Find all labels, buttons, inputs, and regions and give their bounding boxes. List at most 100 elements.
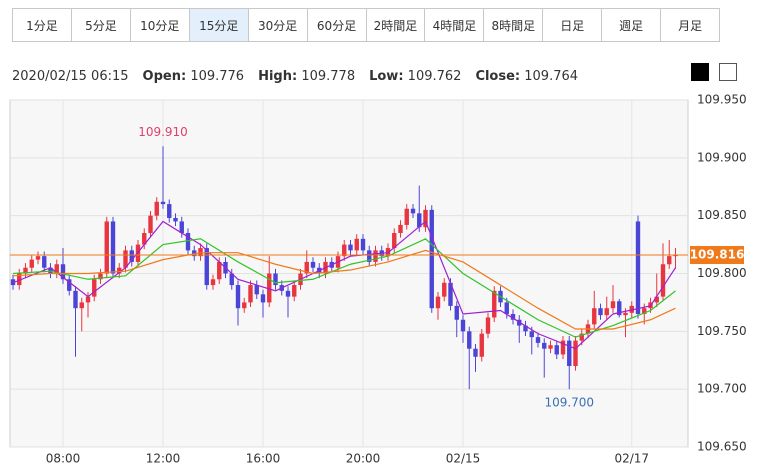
field-label: High: xyxy=(258,69,298,84)
timeframe-tab[interactable]: 日足 xyxy=(542,9,602,41)
candle-body xyxy=(442,282,447,297)
candle-body xyxy=(117,267,122,274)
candle-body xyxy=(154,201,159,216)
candle-body xyxy=(248,285,253,303)
candle-body xyxy=(173,217,178,222)
candle-body xyxy=(148,215,153,234)
moving-average-line xyxy=(12,238,676,338)
x-tick-label: 02/17 xyxy=(614,452,649,466)
candle-body xyxy=(604,308,609,316)
candle-body xyxy=(142,233,147,245)
timeframe-tab[interactable]: 4時間足 xyxy=(424,9,484,41)
candle-body xyxy=(179,221,184,234)
timeframe-tab[interactable]: 2時間足 xyxy=(365,9,425,41)
candle-body xyxy=(398,224,403,234)
candle-body xyxy=(485,317,491,334)
candle-body xyxy=(429,209,434,309)
candle-body xyxy=(473,348,478,357)
x-tick-label: 20:00 xyxy=(346,452,381,466)
candle-body xyxy=(367,250,372,262)
candle-body xyxy=(654,296,659,303)
candle-body xyxy=(554,345,559,355)
candle-body xyxy=(267,273,272,303)
candle-body xyxy=(410,208,416,214)
timeframe-tab[interactable]: 10分足 xyxy=(129,9,189,41)
candle-body xyxy=(67,279,72,291)
field-value: 109.778 xyxy=(301,69,356,84)
x-tick-label: 16:00 xyxy=(246,452,281,466)
candle-body xyxy=(285,290,291,297)
timeframe-tab[interactable]: 週足 xyxy=(601,9,661,41)
field-label: Low: xyxy=(369,69,404,84)
candle-body xyxy=(273,273,278,286)
candle-body xyxy=(467,331,472,349)
timeframe-tab[interactable]: 15分足 xyxy=(188,9,248,41)
candle-body xyxy=(392,233,397,249)
candle-body xyxy=(260,294,266,303)
current-price-badge xyxy=(690,245,744,264)
ohlc-info: 2020/02/15 06:15 Open: 109.776 High: 109.7… xyxy=(12,69,578,84)
candle-body xyxy=(98,273,103,280)
timeframe-tab[interactable]: 5分足 xyxy=(70,9,130,41)
candle-body xyxy=(510,313,516,320)
candle-body xyxy=(129,250,134,262)
candle-body xyxy=(304,261,309,274)
y-tick-label: 109.650 xyxy=(697,440,747,454)
candle-body xyxy=(254,285,259,295)
candle-body xyxy=(185,233,191,251)
candle-body xyxy=(579,333,584,341)
timeframe-tab[interactable]: 30分足 xyxy=(247,9,307,41)
candle-body xyxy=(73,290,78,309)
timeframe-tab[interactable]: 60分足 xyxy=(306,9,366,41)
timeframe-tab[interactable]: 1分足 xyxy=(13,9,71,41)
current-price-label: 109.816 xyxy=(690,247,745,261)
candle-body xyxy=(160,201,166,205)
dark-theme-button[interactable] xyxy=(691,63,709,81)
field-value: 109.762 xyxy=(407,69,462,84)
candle-body xyxy=(660,264,666,297)
candle-body xyxy=(60,264,66,280)
candle-body xyxy=(204,248,209,286)
field-value: 109.776 xyxy=(190,69,245,84)
datetime: 2020/02/15 06:15 xyxy=(12,69,129,84)
candle-body xyxy=(592,308,597,325)
candle-body xyxy=(492,290,497,318)
candle-body xyxy=(348,244,353,251)
y-tick-label: 109.750 xyxy=(697,324,747,338)
candle-body xyxy=(79,302,84,309)
candle-body xyxy=(42,256,47,268)
y-tick-label: 109.900 xyxy=(697,150,747,164)
candle-body xyxy=(460,319,466,332)
candle-body xyxy=(642,308,647,314)
candle-body xyxy=(560,340,566,355)
candle-body xyxy=(504,302,509,314)
timeframe-tab[interactable]: 8時間足 xyxy=(483,9,543,41)
candle-body xyxy=(548,345,553,349)
candle-body xyxy=(310,261,316,268)
candle-body xyxy=(479,333,484,357)
candle-body xyxy=(598,308,603,316)
candle-body xyxy=(673,254,678,257)
moving-average-line xyxy=(12,249,676,330)
candle-body xyxy=(235,285,241,309)
timeframe-tab[interactable]: 月足 xyxy=(660,9,720,41)
candle-body xyxy=(542,342,547,349)
candle-body xyxy=(435,296,441,309)
candle-body xyxy=(360,238,366,251)
extreme-label: 109.700 xyxy=(544,396,594,410)
y-tick-label: 109.950 xyxy=(697,93,747,107)
candle-body xyxy=(292,285,297,297)
candle-body xyxy=(423,209,428,228)
candle-body xyxy=(354,238,359,251)
light-theme-button[interactable] xyxy=(719,63,737,81)
candle-body xyxy=(54,264,59,274)
candle-body xyxy=(242,302,247,309)
field-label: Close: xyxy=(475,69,521,84)
candle-body xyxy=(210,279,216,286)
moving-average-line xyxy=(12,220,677,350)
candle-body xyxy=(567,340,572,367)
candle-body xyxy=(110,221,116,274)
candle-body xyxy=(29,259,34,268)
